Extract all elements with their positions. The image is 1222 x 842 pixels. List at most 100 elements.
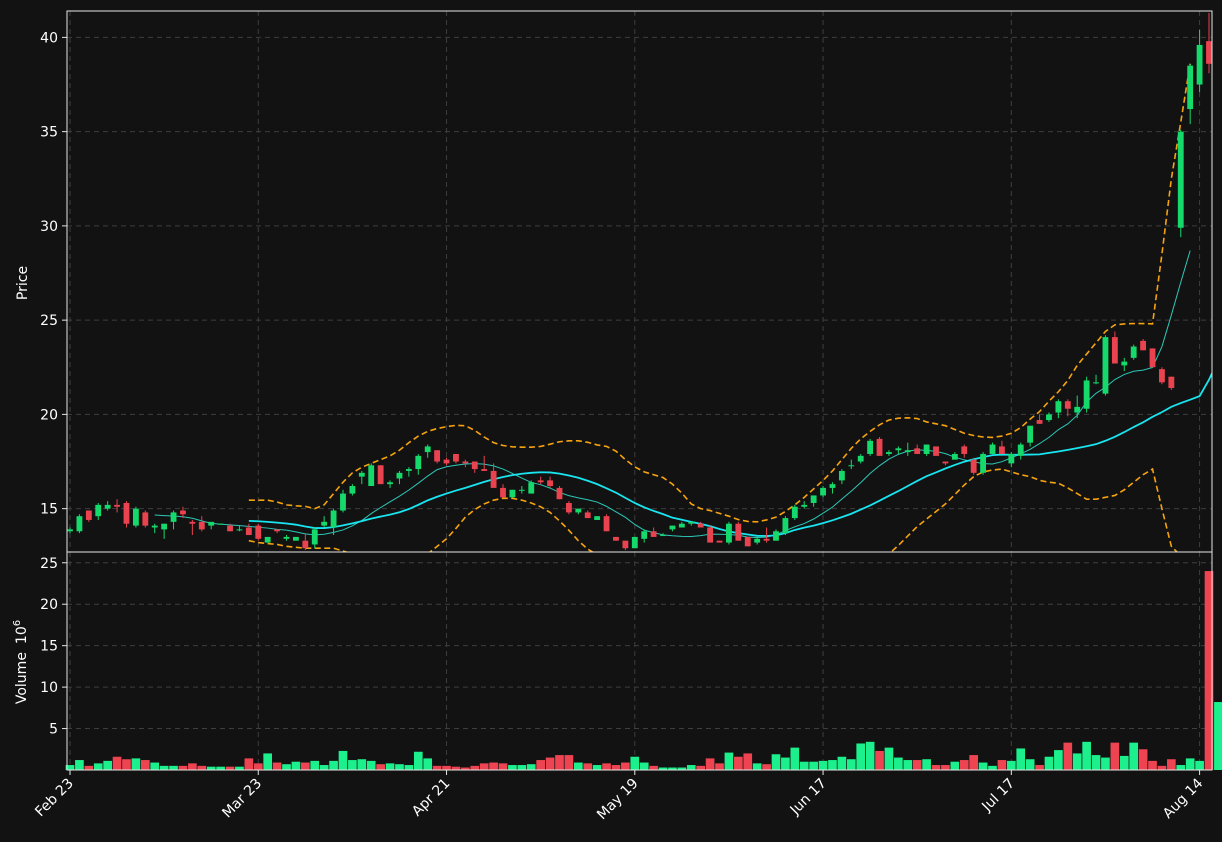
candle bbox=[669, 525, 676, 532]
candle bbox=[208, 521, 215, 530]
candle-body bbox=[114, 504, 120, 507]
volume-bar bbox=[150, 762, 160, 770]
volume-bar bbox=[84, 765, 94, 770]
candle bbox=[170, 510, 177, 530]
volume-bar bbox=[715, 763, 724, 770]
volume-bar bbox=[404, 765, 414, 770]
candle bbox=[490, 463, 497, 488]
candle bbox=[264, 536, 271, 543]
candle-body bbox=[1177, 131, 1184, 228]
volume-bar bbox=[941, 765, 950, 770]
volume-bar bbox=[461, 767, 470, 770]
candle-body bbox=[132, 508, 139, 526]
candle-body bbox=[650, 531, 657, 537]
volume-bar bbox=[470, 765, 480, 770]
volume-bar bbox=[197, 765, 207, 770]
candle bbox=[613, 536, 619, 541]
candle-body bbox=[782, 518, 789, 534]
candle bbox=[132, 506, 139, 528]
candle bbox=[1121, 357, 1128, 372]
candle-body bbox=[453, 453, 459, 462]
volume-bar bbox=[658, 767, 668, 770]
candle bbox=[886, 450, 892, 456]
candle bbox=[76, 514, 83, 534]
volume-bar bbox=[517, 765, 527, 770]
volume-bar bbox=[1157, 765, 1167, 770]
candle-body bbox=[594, 516, 601, 520]
volume-tick-label: 25 bbox=[40, 556, 58, 572]
candle-body bbox=[1074, 406, 1081, 413]
candle bbox=[396, 470, 403, 485]
candle-body bbox=[490, 470, 497, 488]
candle-body bbox=[537, 480, 544, 483]
candle bbox=[481, 455, 488, 471]
volume-bar bbox=[997, 760, 1007, 770]
candle bbox=[387, 480, 393, 488]
candle-body bbox=[227, 525, 233, 532]
candle-body bbox=[716, 540, 723, 543]
candle-body bbox=[547, 480, 553, 487]
volume-bar bbox=[357, 759, 367, 770]
candle-body bbox=[330, 510, 337, 528]
volume-bar bbox=[950, 761, 960, 770]
candle bbox=[217, 523, 224, 525]
candle-body bbox=[744, 536, 751, 547]
candle bbox=[726, 521, 732, 545]
volume-bar bbox=[385, 763, 395, 770]
candle-body bbox=[1046, 414, 1052, 421]
candle bbox=[292, 536, 299, 541]
candle bbox=[998, 440, 1005, 454]
volume-bar bbox=[649, 765, 658, 770]
candle-body bbox=[867, 440, 874, 454]
volume-bar bbox=[1044, 756, 1054, 770]
candle bbox=[744, 536, 751, 547]
candle-body bbox=[575, 508, 582, 513]
candle bbox=[565, 501, 572, 515]
volume-bar bbox=[686, 765, 696, 770]
volume-bar bbox=[743, 753, 753, 770]
candle bbox=[509, 489, 516, 498]
volume-axis-exponent-base: 10 bbox=[14, 626, 30, 644]
candle-body bbox=[923, 444, 930, 454]
volume-bar bbox=[479, 763, 489, 770]
candle bbox=[688, 521, 695, 526]
candle bbox=[923, 444, 930, 456]
candle bbox=[989, 442, 996, 454]
volume-bar bbox=[282, 764, 291, 770]
candle bbox=[820, 486, 826, 498]
candle bbox=[368, 463, 375, 487]
candle-body bbox=[180, 510, 186, 515]
candle bbox=[707, 525, 714, 543]
candle bbox=[575, 508, 582, 515]
candle-body bbox=[697, 523, 704, 528]
candle-body bbox=[311, 529, 318, 545]
candle bbox=[1149, 348, 1156, 368]
candle-body bbox=[1168, 376, 1175, 389]
candle bbox=[754, 536, 761, 545]
volume-tick-label: 10 bbox=[40, 680, 58, 696]
volume-bar bbox=[498, 763, 508, 770]
candle bbox=[405, 467, 412, 477]
volume-bar bbox=[1119, 755, 1129, 770]
candle bbox=[434, 450, 441, 464]
candle-body bbox=[368, 465, 375, 487]
volume-bar bbox=[253, 763, 263, 770]
candle bbox=[1083, 376, 1090, 413]
candle-body bbox=[838, 470, 845, 481]
volume-bar bbox=[602, 763, 611, 770]
candle-body bbox=[660, 535, 666, 537]
candle-body bbox=[396, 472, 403, 479]
candle bbox=[951, 452, 958, 460]
candle bbox=[1064, 399, 1071, 417]
candle-body bbox=[405, 469, 412, 471]
volume-bar bbox=[639, 762, 649, 770]
volume-bar bbox=[1025, 759, 1035, 770]
candle bbox=[151, 523, 158, 534]
candle-body bbox=[217, 523, 224, 525]
candle bbox=[311, 527, 318, 549]
volume-bar bbox=[724, 752, 734, 770]
volume-bar bbox=[1110, 742, 1120, 770]
volume-bar bbox=[188, 763, 197, 770]
candle-body bbox=[707, 527, 714, 543]
volume-bar bbox=[1016, 748, 1026, 770]
